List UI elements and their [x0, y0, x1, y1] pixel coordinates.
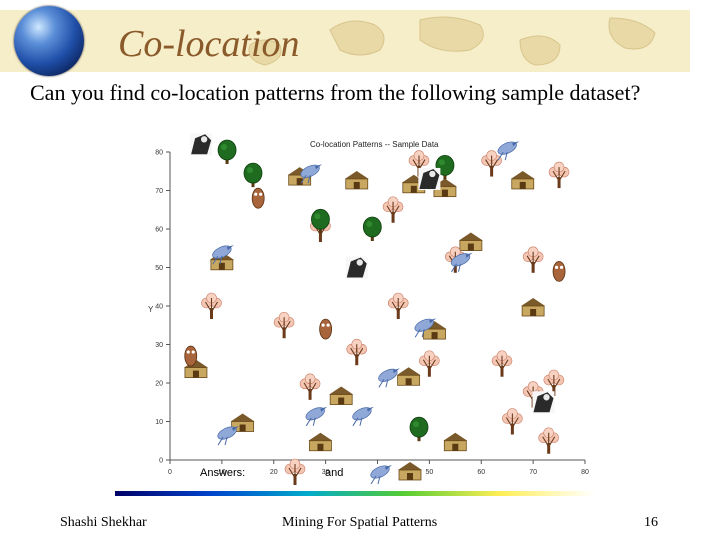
colocation-scatter-plot: 0102030405060708001020304050607080YCo-lo…	[148, 133, 589, 486]
answers-label: Answers:	[200, 467, 245, 479]
raptor-point	[345, 256, 369, 279]
x-tick-label: 70	[529, 469, 537, 476]
deciduous-tree-point	[418, 350, 440, 378]
globe-icon	[14, 6, 84, 76]
slide-title: Co-location	[118, 23, 300, 65]
house-point	[458, 232, 484, 252]
answers-connector: and	[325, 467, 343, 479]
deciduous-tree-point	[382, 196, 404, 224]
bird-point	[303, 404, 328, 427]
plot-axes: 0102030405060708001020304050607080YCo-lo…	[148, 140, 589, 476]
page-number: 16	[644, 515, 658, 530]
raptor-point	[189, 133, 213, 156]
y-tick-label: 80	[155, 150, 163, 157]
deciduous-tree-point	[200, 292, 223, 320]
house-point	[307, 432, 333, 452]
bird-point	[376, 366, 401, 388]
y-axis-label: Y	[148, 305, 154, 314]
deciduous-tree-point	[538, 427, 560, 455]
deciduous-tree-point	[481, 150, 503, 178]
x-tick-label: 20	[270, 469, 278, 476]
y-tick-label: 30	[155, 342, 163, 349]
evergreen-tree-point	[243, 162, 263, 188]
evergreen-tree-point	[409, 416, 429, 442]
answer-house-icon	[397, 461, 423, 481]
y-tick-label: 0	[159, 458, 163, 465]
y-tick-label: 50	[155, 265, 163, 272]
house-point	[344, 170, 370, 190]
footer-divider	[115, 491, 595, 496]
bird-point	[215, 423, 240, 446]
house-point	[442, 432, 468, 452]
chart-title: Co-location Patterns -- Sample Data	[310, 140, 439, 149]
y-tick-label: 60	[155, 227, 163, 234]
answer-tree-icon	[284, 458, 306, 486]
x-tick-label: 50	[425, 469, 433, 476]
deciduous-tree-point	[522, 246, 544, 274]
house-point	[396, 366, 422, 386]
deciduous-tree-point	[548, 161, 570, 189]
y-tick-label: 70	[155, 188, 163, 195]
owl-point	[184, 345, 198, 367]
house-point	[520, 297, 546, 317]
x-tick-label: 60	[477, 469, 485, 476]
x-tick-label: 0	[168, 469, 172, 476]
owl-point	[251, 187, 265, 209]
x-tick-label: 10	[218, 469, 226, 476]
y-tick-label: 10	[155, 419, 163, 426]
title-banner	[0, 10, 690, 72]
raptor-point	[418, 167, 441, 191]
deciduous-tree-point	[299, 373, 321, 401]
x-tick-label: 30	[322, 469, 330, 476]
house-point	[510, 170, 536, 190]
deciduous-tree-point	[346, 338, 368, 366]
evergreen-tree-point	[362, 216, 382, 242]
evergreen-tree-point	[217, 139, 237, 165]
house-point	[328, 386, 354, 406]
deciduous-tree-point	[387, 292, 409, 320]
x-tick-label: 80	[581, 469, 589, 476]
world-map-background	[248, 16, 656, 66]
slide-question: Can you find co-location patterns from t…	[30, 80, 641, 105]
bird-point	[350, 404, 375, 427]
plot-marks: Answers: and	[183, 133, 570, 486]
raptor-point	[532, 390, 555, 414]
deciduous-tree-point	[501, 407, 523, 436]
y-tick-label: 40	[155, 304, 163, 311]
footer-course: Mining For Spatial Patterns	[282, 515, 438, 530]
deciduous-tree-point	[273, 311, 295, 339]
footer-author: Shashi Shekhar	[60, 515, 147, 530]
deciduous-tree-point	[491, 350, 513, 378]
owl-point	[319, 318, 333, 340]
y-tick-label: 20	[155, 381, 163, 388]
answer-bird-icon	[368, 462, 393, 485]
owl-point	[552, 260, 566, 282]
